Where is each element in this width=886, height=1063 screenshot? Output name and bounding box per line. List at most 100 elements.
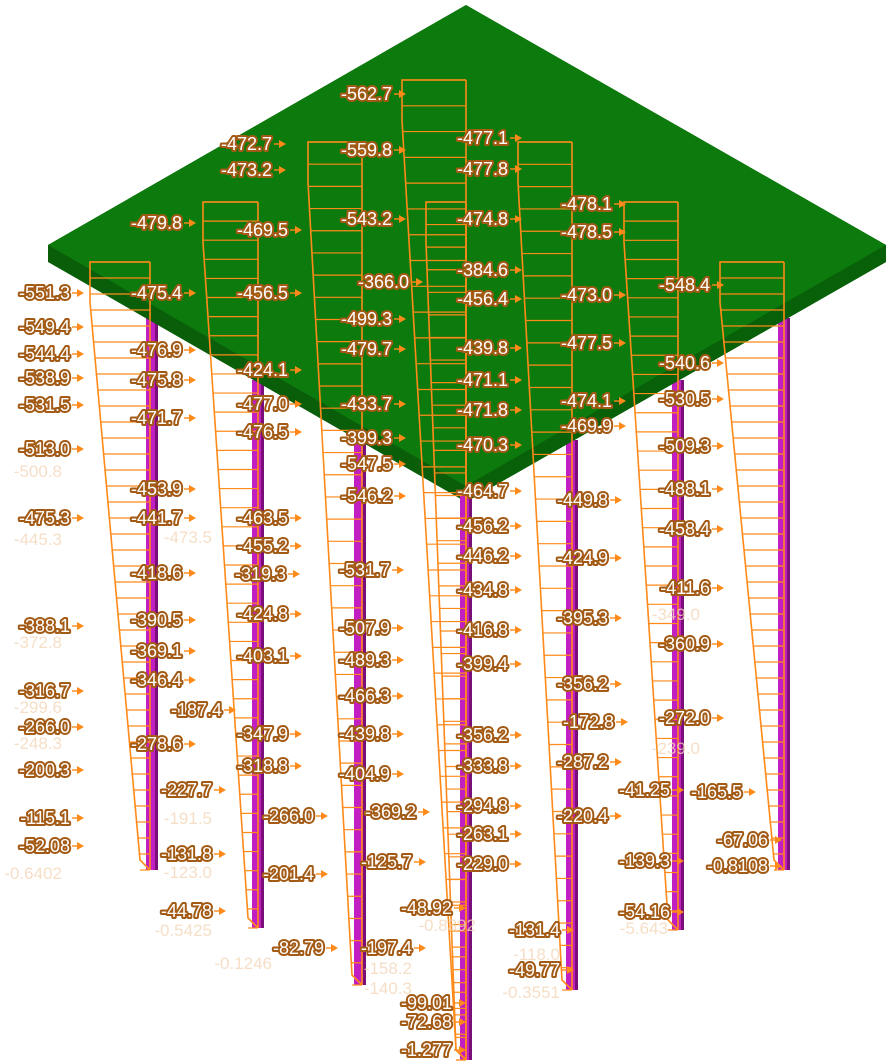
label-arrow — [219, 907, 226, 915]
value-label: -369.1 — [131, 641, 182, 661]
value-label: -411.6 — [660, 578, 710, 598]
pile-5-labels: -477.1 -477.8 -474.8 -384.6 -456.4 -439.8 -471… — [359, 126, 522, 1062]
value-label: -439.8 — [457, 338, 508, 358]
value-label: -356.2 — [457, 725, 508, 745]
ghost-value-label: -5.643 — [620, 919, 668, 938]
value-label: -453.9 — [131, 479, 182, 499]
label-arrow — [295, 428, 302, 436]
value-label: -416.8 — [457, 620, 508, 640]
label-arrow — [399, 146, 406, 154]
label-arrow — [419, 858, 426, 866]
label-arrow — [399, 345, 406, 353]
pile-shaft-edge — [155, 318, 158, 870]
label-arrow — [219, 786, 226, 794]
value-label: -395.3 — [557, 608, 608, 628]
value-label: -229.0 — [457, 854, 508, 874]
label-arrow — [677, 857, 684, 865]
value-label: -471.8 — [457, 400, 508, 420]
label-arrow — [615, 812, 622, 820]
label-arrow — [189, 376, 196, 384]
value-label: -139.3 — [619, 851, 670, 871]
value-label: -172.8 — [563, 712, 614, 732]
value-label: -131.4 — [509, 920, 560, 940]
label-arrow — [615, 496, 622, 504]
value-label: -316.7 — [19, 681, 70, 701]
label-arrow — [515, 134, 522, 142]
label-arrow — [677, 786, 684, 794]
value-label: -125.7 — [361, 852, 412, 872]
label-arrow — [279, 140, 286, 148]
label-arrow — [423, 808, 430, 816]
pile-shaft-edge — [787, 318, 790, 870]
value-label: -418.6 — [131, 563, 182, 583]
value-label: -530.5 — [659, 389, 710, 409]
value-label: -477.1 — [457, 128, 508, 148]
value-label: -49.77 — [509, 960, 560, 980]
label-arrow — [189, 616, 196, 624]
value-label: -476.9 — [131, 340, 182, 360]
label-arrow — [295, 610, 302, 618]
value-label: -479.8 — [131, 213, 182, 233]
label-arrow — [397, 656, 404, 664]
value-label: -456.2 — [457, 516, 508, 536]
value-label: -559.8 — [341, 140, 392, 160]
pile-shaft-edge — [261, 380, 264, 928]
label-arrow — [397, 770, 404, 778]
label-arrow — [619, 422, 626, 430]
label-arrow — [189, 740, 196, 748]
label-arrow — [515, 295, 522, 303]
label-arrow — [77, 374, 84, 382]
pile-4-labels: -562.7 -559.8 -543.2 -366.0 -499.3 -479.7 -433… — [233, 82, 430, 960]
pile-shaft-edge — [363, 440, 366, 985]
value-label: -439.8 — [339, 724, 390, 744]
slab-right-face — [466, 245, 886, 502]
value-label: -544.4 — [19, 344, 70, 364]
value-label: -488.1 — [659, 479, 710, 499]
value-labels: -551.3 -549.4 -544.4 -538.9 -531.5 -513.0 -475… — [17, 82, 782, 1062]
ghost-value-label: -473.5 — [164, 528, 212, 547]
value-label: -399.4 — [457, 654, 508, 674]
label-arrow — [295, 289, 302, 297]
label-arrow — [295, 652, 302, 660]
pile-7-ghost-labels: -349.0 -239.0 -5.643 — [620, 605, 700, 938]
label-arrow — [567, 926, 574, 934]
value-label: -434.8 — [457, 580, 508, 600]
value-label: -404.9 — [339, 764, 390, 784]
value-label: -384.6 — [457, 260, 508, 280]
value-label: -346.4 — [131, 670, 182, 690]
value-label: -360.9 — [659, 634, 710, 654]
label-arrow — [775, 836, 782, 844]
label-arrow — [515, 406, 522, 414]
label-arrow — [619, 291, 626, 299]
value-label: -424.8 — [237, 604, 288, 624]
label-arrow — [295, 400, 302, 408]
label-arrow — [189, 647, 196, 655]
pile-2-labels: -479.8 -475.4 -476.9 -475.8 -471.7 -453.9 -441… — [129, 211, 226, 923]
pile-4-ghost-labels: -158.2-140.3 — [364, 959, 412, 998]
label-arrow — [77, 514, 84, 522]
label-arrow — [189, 346, 196, 354]
label-arrow — [717, 584, 724, 592]
label-arrow — [615, 758, 622, 766]
ghost-value-label: -0.8392 — [418, 916, 476, 935]
label-arrow — [399, 460, 406, 468]
ghost-value-label: -0.1246 — [214, 954, 272, 973]
label-arrow — [717, 714, 724, 722]
label-arrow — [189, 569, 196, 577]
label-arrow — [77, 622, 84, 630]
value-label: -82.79 — [273, 938, 324, 958]
value-label: -424.1 — [237, 360, 288, 380]
value-label: -263.1 — [457, 824, 508, 844]
label-arrow — [77, 323, 84, 331]
label-arrow — [77, 814, 84, 822]
label-arrow — [515, 830, 522, 838]
value-label: -463.5 — [237, 508, 288, 528]
pile-3-ghost-labels: -0.1246 — [214, 954, 272, 973]
label-arrow — [399, 492, 406, 500]
label-arrow — [459, 1018, 466, 1026]
label-arrow — [619, 397, 626, 405]
label-arrow — [321, 870, 328, 878]
value-label: -333.8 — [457, 756, 508, 776]
label-arrow — [717, 442, 724, 450]
